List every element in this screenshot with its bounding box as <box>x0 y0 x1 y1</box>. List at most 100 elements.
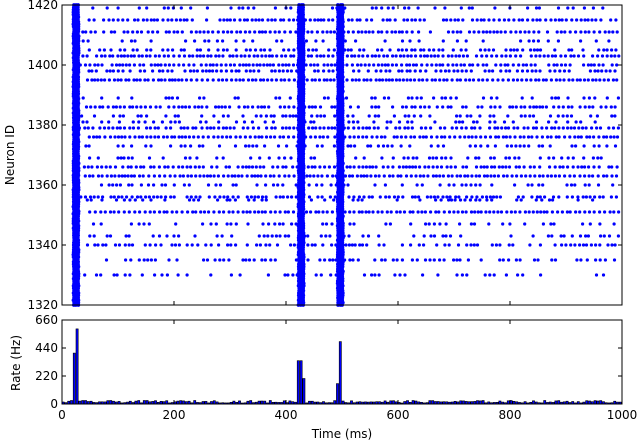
spike-marker <box>493 126 497 130</box>
spike-marker <box>243 54 247 58</box>
spike-marker <box>587 165 591 169</box>
spike-marker <box>262 165 266 169</box>
spike-marker <box>101 243 105 247</box>
spike-marker <box>183 135 188 139</box>
spike-marker <box>329 78 333 82</box>
spike-marker <box>92 135 96 139</box>
spike-marker <box>516 195 521 199</box>
spike-marker <box>405 78 409 82</box>
spike-marker <box>103 54 107 58</box>
spike-marker <box>566 126 570 130</box>
spike-marker <box>121 69 125 73</box>
spike-marker <box>553 69 557 73</box>
spike-marker <box>609 54 613 58</box>
spike-marker <box>126 18 130 22</box>
spike-marker <box>570 195 575 199</box>
spike-marker <box>135 105 139 109</box>
spike-marker <box>366 69 370 73</box>
spike-marker <box>427 165 431 169</box>
spike-marker <box>228 18 232 22</box>
spike-marker <box>606 243 610 247</box>
spike-marker <box>592 210 596 214</box>
spike-marker <box>144 195 148 199</box>
neuron-spike-row <box>87 18 618 22</box>
spike-marker <box>508 105 512 109</box>
spike-marker <box>268 63 272 67</box>
spike-marker <box>410 30 414 34</box>
spike-marker <box>396 195 400 199</box>
spike-marker <box>160 273 164 277</box>
spike-marker <box>588 135 592 139</box>
spike-marker <box>306 30 310 34</box>
spike-marker <box>545 30 550 34</box>
spike-marker <box>527 210 531 214</box>
neuron-spike-row <box>77 126 621 130</box>
spike-marker <box>282 48 286 52</box>
spike-marker <box>162 210 166 214</box>
spike-marker <box>88 195 93 199</box>
spike-marker <box>468 198 472 202</box>
spike-marker <box>157 234 162 238</box>
spike-marker <box>286 135 291 139</box>
spike-marker <box>133 198 137 202</box>
spike-marker <box>434 63 438 67</box>
spike-marker <box>367 195 371 199</box>
spike-marker <box>155 18 159 22</box>
spike-marker <box>118 183 122 187</box>
spike-marker <box>511 63 515 67</box>
rate-bar <box>268 400 272 405</box>
spike-marker <box>347 120 351 124</box>
spike-marker <box>157 165 161 169</box>
spike-marker <box>568 63 572 67</box>
spike-marker <box>279 78 283 82</box>
spike-marker <box>376 48 380 52</box>
rate-bar <box>481 400 485 405</box>
spike-marker <box>434 156 439 160</box>
spike-marker <box>556 96 561 100</box>
spike-marker <box>263 30 268 34</box>
spike-marker <box>569 243 573 247</box>
spike-marker <box>126 165 130 169</box>
spike-marker <box>332 165 337 169</box>
spike-marker <box>440 135 444 139</box>
spike-marker <box>86 165 90 169</box>
spike-marker <box>603 210 607 214</box>
spike-marker <box>108 54 112 58</box>
spike-marker <box>198 96 202 100</box>
spike-marker <box>556 39 561 43</box>
spike-marker <box>163 174 167 178</box>
spike-marker <box>284 114 288 118</box>
spike-marker <box>130 96 134 100</box>
spike-marker <box>590 126 594 130</box>
spike-marker <box>286 273 290 277</box>
spike-marker <box>434 69 438 73</box>
spike-marker <box>116 6 120 10</box>
spike-marker <box>163 63 167 67</box>
spike-marker <box>287 78 291 82</box>
spike-marker <box>119 156 123 160</box>
spike-marker <box>554 120 558 124</box>
spike-marker <box>410 18 414 22</box>
spike-marker <box>154 243 158 247</box>
spike-marker <box>244 165 248 169</box>
x-tick-label: 200 <box>163 408 186 422</box>
spike-marker <box>257 18 261 22</box>
spike-marker <box>260 54 264 58</box>
spike-marker <box>538 174 542 178</box>
spike-marker <box>370 54 374 58</box>
spike-marker <box>256 105 260 109</box>
spike-marker <box>321 135 325 139</box>
spike-marker <box>356 105 360 109</box>
spike-marker <box>373 96 377 100</box>
spike-marker <box>99 78 103 82</box>
spike-marker <box>383 183 387 187</box>
spike-marker <box>111 126 115 130</box>
spike-marker <box>567 48 571 52</box>
spike-marker <box>204 120 208 124</box>
rate-x-ticks: 0 200 400 600 800 1000 <box>58 320 637 422</box>
spike-marker <box>312 156 317 160</box>
spike-marker <box>320 195 324 199</box>
spike-marker <box>408 63 412 67</box>
spike-marker <box>152 183 156 187</box>
spike-marker <box>506 63 510 67</box>
